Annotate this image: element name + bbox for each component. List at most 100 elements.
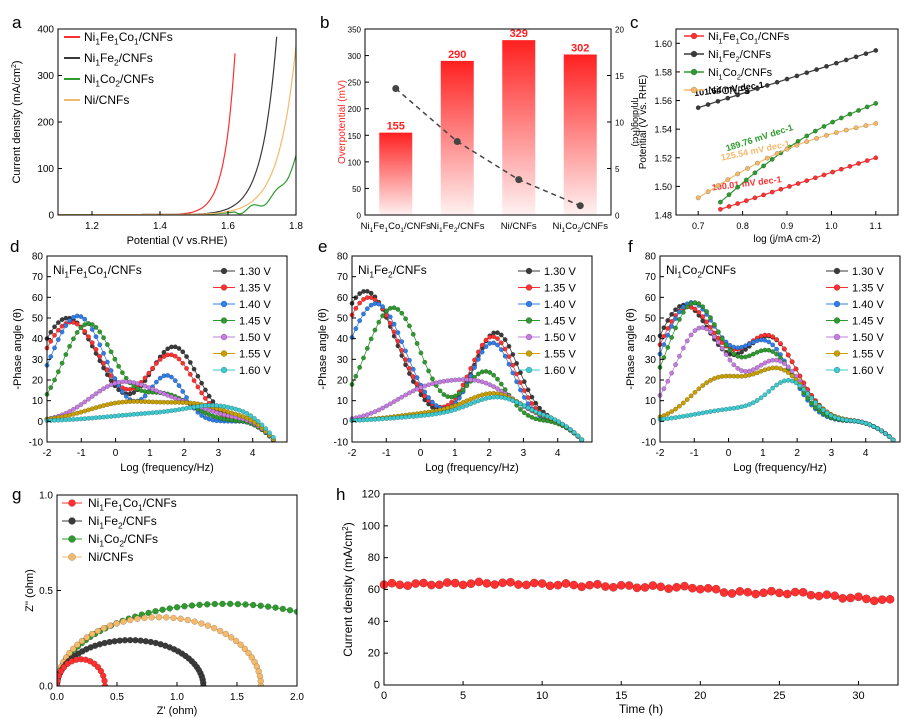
- y-tick-label: 50: [337, 314, 349, 325]
- text-part: 2: [11, 64, 18, 68]
- text-part: 2: [114, 58, 119, 68]
- data-point: [727, 589, 737, 598]
- category-label: Ni/CNFs: [501, 221, 537, 232]
- data-point: [146, 370, 152, 376]
- legend-marker: [220, 317, 228, 324]
- y-tick-label: 70: [337, 272, 349, 283]
- data-point: [249, 601, 257, 609]
- data-point: [571, 429, 577, 435]
- data-point: [735, 171, 741, 177]
- data-point: [608, 582, 618, 592]
- data-point: [78, 314, 84, 320]
- data-point: [711, 334, 717, 340]
- text-part: Co: [740, 31, 754, 43]
- text-part: 1: [677, 270, 682, 280]
- data-point: [873, 48, 879, 53]
- data-point: [406, 323, 412, 329]
- x-tick-label: 0: [113, 448, 119, 459]
- x-tick-label: 0.0: [50, 692, 64, 703]
- data-point: [577, 582, 587, 592]
- data-point: [59, 360, 65, 366]
- data-point: [640, 582, 650, 592]
- data-point: [433, 403, 439, 409]
- data-point: [456, 391, 462, 396]
- text-part: /CNFs: [702, 263, 736, 277]
- data-point: [426, 395, 432, 401]
- data-point: [510, 370, 516, 376]
- y-tick-label: 20: [368, 648, 380, 660]
- legend-marker: [525, 366, 533, 374]
- data-point: [820, 407, 826, 413]
- legend-label: 1.45 V: [852, 316, 884, 328]
- data-point: [380, 304, 386, 309]
- data-point: [203, 601, 211, 608]
- data-point: [74, 330, 80, 335]
- data-point: [460, 387, 466, 393]
- data-point: [234, 600, 242, 608]
- panel-title: Ni1Fe1Co1/CNFs: [53, 263, 142, 280]
- data-point: [191, 378, 197, 384]
- text-part: 1: [370, 227, 374, 234]
- legend-label: Ni1Co2/CNFs: [708, 67, 773, 81]
- x-tick-label: 1.5: [230, 692, 244, 703]
- text-part: Ni: [84, 72, 95, 86]
- y2-tick-label: 15: [615, 72, 624, 81]
- data-point: [762, 360, 768, 366]
- data-point: [787, 183, 792, 189]
- data-point: [119, 389, 125, 395]
- data-point: [711, 322, 717, 328]
- y-tick-label: 0: [342, 417, 348, 428]
- data-point: [211, 600, 219, 608]
- data-point: [361, 355, 366, 361]
- panel-label-a: a: [12, 13, 22, 32]
- data-point: [150, 386, 156, 392]
- bar-value-label: 290: [448, 49, 466, 61]
- data-point: [74, 321, 80, 327]
- data-point: [673, 406, 678, 412]
- data-point: [384, 403, 389, 409]
- legend-marker: [833, 366, 841, 374]
- text-part: Ni/CNFs: [84, 93, 129, 107]
- data-point: [648, 581, 658, 591]
- data-point: [418, 350, 424, 356]
- data-point: [399, 310, 405, 316]
- data-point: [361, 311, 366, 317]
- data-point: [514, 399, 520, 405]
- data-point: [518, 387, 523, 393]
- data-point: [159, 606, 166, 614]
- data-point: [495, 386, 500, 392]
- data-point: [483, 380, 489, 386]
- data-point: [769, 156, 775, 162]
- data-point: [521, 394, 527, 400]
- data-point: [248, 413, 254, 419]
- data-point: [172, 353, 178, 359]
- data-point: [692, 306, 698, 312]
- y-tick-label: 1.50: [654, 182, 672, 192]
- text-part: /CNFs: [758, 31, 790, 43]
- text-part: Ni: [708, 67, 718, 79]
- y-tick-label: -10: [334, 438, 349, 449]
- text-part: 1: [400, 227, 404, 234]
- data-point: [376, 407, 382, 413]
- text-part: Ni: [88, 496, 99, 510]
- data-point: [108, 349, 114, 355]
- data-point: [754, 160, 760, 166]
- data-point: [704, 309, 710, 314]
- text-part: 1: [99, 521, 104, 531]
- panel-label-h: h: [336, 485, 345, 504]
- x-axis-title: Time (h): [619, 702, 663, 716]
- legend-label: Ni1Co2/CNFs: [84, 72, 154, 89]
- data-point: [219, 600, 226, 608]
- data-point: [661, 342, 667, 347]
- text-part: Co: [388, 221, 400, 232]
- bar-value-label: 155: [387, 121, 405, 133]
- data-point: [533, 409, 539, 415]
- secondary-point: [453, 138, 461, 146]
- data-point: [104, 359, 110, 365]
- data-point: [176, 356, 182, 362]
- data-point: [758, 395, 764, 401]
- data-point: [395, 330, 401, 336]
- legend-label: 1.40 V: [239, 299, 271, 311]
- data-point: [719, 336, 725, 342]
- data-point: [553, 580, 563, 590]
